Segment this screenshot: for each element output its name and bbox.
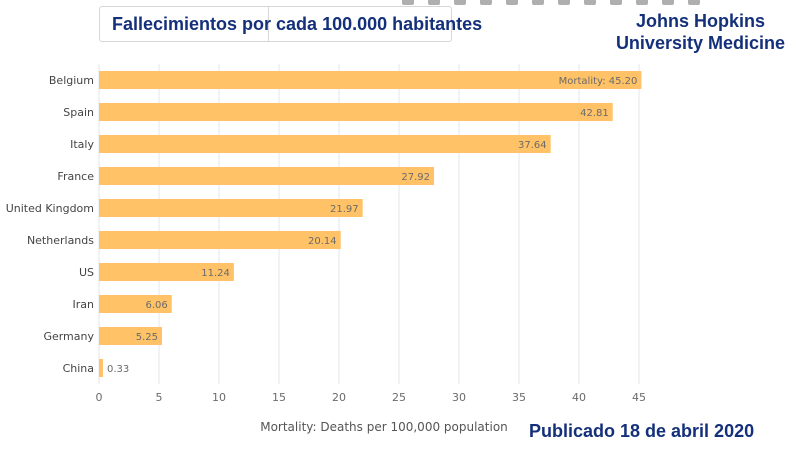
category-label: Belgium xyxy=(49,74,94,87)
value-label: 11.24 xyxy=(201,268,230,279)
zoom-icon[interactable] xyxy=(428,0,440,5)
spike-lines-icon[interactable] xyxy=(636,0,648,5)
bar[interactable] xyxy=(99,71,642,89)
category-label: Italy xyxy=(70,138,94,151)
autoscale-icon[interactable] xyxy=(584,0,596,5)
value-label: Mortality: 45.20 xyxy=(559,76,638,87)
x-tick-label: 5 xyxy=(156,391,163,404)
x-tick-label: 15 xyxy=(272,391,286,404)
x-tick-label: 20 xyxy=(332,391,346,404)
pan-icon[interactable] xyxy=(454,0,466,5)
value-label: 27.92 xyxy=(401,172,430,183)
category-label: China xyxy=(63,362,94,375)
bar[interactable] xyxy=(99,327,162,345)
category-label: Germany xyxy=(43,330,94,343)
brand-line-1: Johns Hopkins xyxy=(635,11,765,31)
value-label: 42.81 xyxy=(580,108,609,119)
bar[interactable] xyxy=(99,295,172,313)
reset-axes-icon[interactable] xyxy=(610,0,622,5)
brand-logo-text: Johns Hopkins University Medicine xyxy=(616,10,785,54)
x-tick-label: 10 xyxy=(212,391,226,404)
hover-icon[interactable] xyxy=(662,0,674,5)
publish-date: Publicado 18 de abril 2020 xyxy=(529,421,755,441)
x-axis-title: Mortality: Deaths per 100,000 population xyxy=(260,420,508,434)
category-label: US xyxy=(79,266,94,279)
lasso-icon[interactable] xyxy=(506,0,518,5)
chart-toolbar[interactable] xyxy=(402,0,732,6)
category-label: Netherlands xyxy=(27,234,94,247)
value-label: 6.06 xyxy=(145,300,167,311)
category-label: Spain xyxy=(63,106,94,119)
zoom-out-icon[interactable] xyxy=(558,0,570,5)
title-divider xyxy=(268,6,269,42)
category-label: Iran xyxy=(73,298,95,311)
bar[interactable] xyxy=(99,103,613,121)
value-label: 5.25 xyxy=(136,332,158,343)
title-frame xyxy=(99,6,452,42)
bar[interactable] xyxy=(99,135,551,153)
chart-title: Fallecimientos por cada 100.000 habitant… xyxy=(112,14,483,34)
category-label: France xyxy=(57,170,94,183)
x-tick-label: 25 xyxy=(392,391,406,404)
x-tick-label: 40 xyxy=(572,391,586,404)
brand-line-2: University Medicine xyxy=(615,33,785,53)
x-tick-label: 0 xyxy=(96,391,103,404)
x-tick-label: 45 xyxy=(632,391,646,404)
value-label: 37.64 xyxy=(518,140,547,151)
value-label: 21.97 xyxy=(330,204,359,215)
value-label: 0.33 xyxy=(107,364,129,375)
zoom-in-icon[interactable] xyxy=(532,0,544,5)
bar[interactable] xyxy=(99,199,363,217)
compare-icon[interactable] xyxy=(688,0,700,5)
box-select-icon[interactable] xyxy=(480,0,492,5)
camera-icon[interactable] xyxy=(402,0,414,5)
value-label: 20.14 xyxy=(308,236,337,247)
bar[interactable] xyxy=(99,167,435,185)
labels: 0 5 10 15 20 25 30 35 40 45 Belgium Mortality: 45.2… xyxy=(6,74,646,404)
x-tick-label: 30 xyxy=(452,391,466,404)
bar[interactable] xyxy=(99,231,341,249)
x-tick-label: 35 xyxy=(512,391,526,404)
bar[interactable] xyxy=(99,359,103,377)
bar[interactable] xyxy=(99,263,234,281)
bars xyxy=(99,71,642,377)
category-label: United Kingdom xyxy=(6,202,94,215)
